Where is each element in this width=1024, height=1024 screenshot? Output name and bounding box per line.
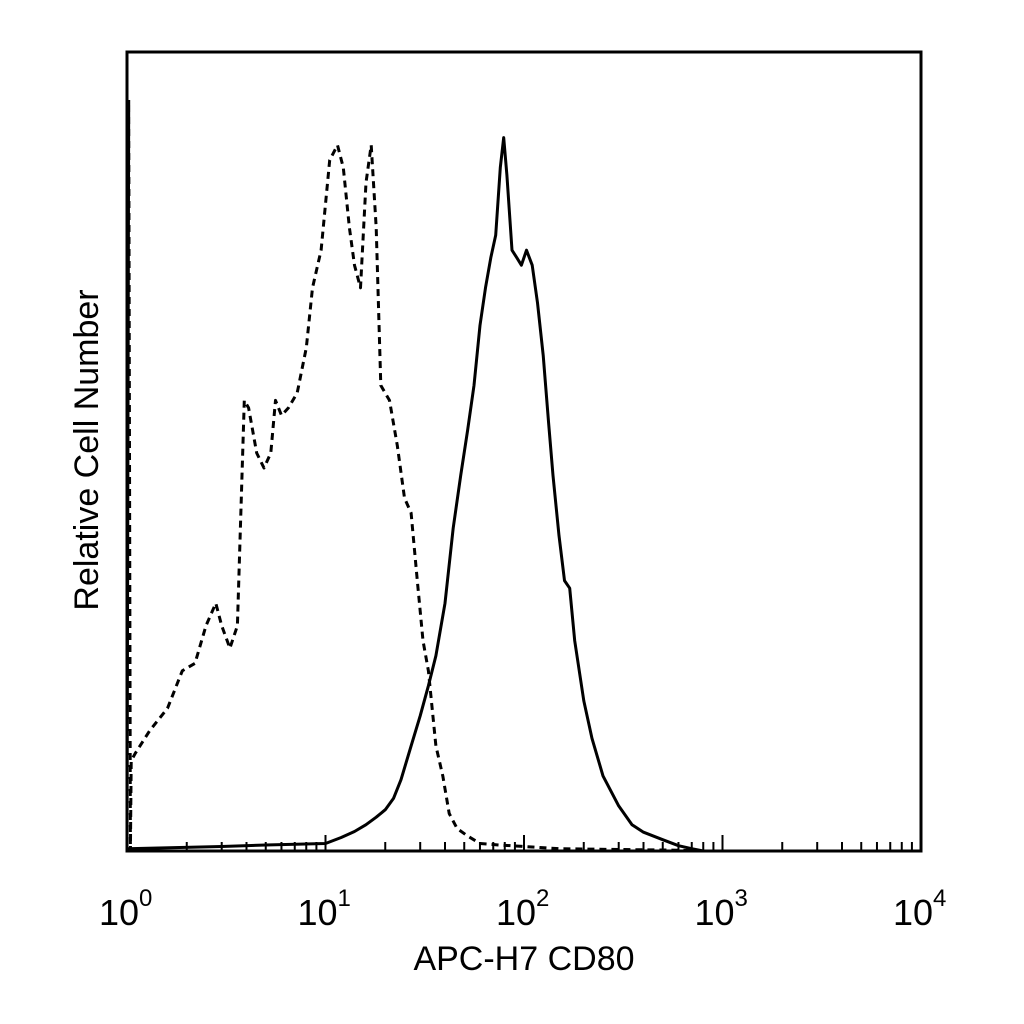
y-axis-title: Relative Cell Number — [68, 289, 106, 610]
x-tick-label: 10 — [496, 892, 536, 933]
x-tick-label: 10 — [893, 892, 933, 933]
x-tick-exponent: 4 — [933, 885, 946, 912]
x-tick-label: 10 — [694, 892, 734, 933]
x-axis-tick-labels: 10 0 10 1 10 2 10 3 10 4 — [99, 885, 946, 933]
x-tick-label: 10 — [99, 892, 139, 933]
x-tick-label: 10 — [297, 892, 337, 933]
series-line-dashed — [125, 98, 704, 853]
x-tick-exponent: 0 — [139, 885, 152, 912]
x-tick-exponent: 1 — [338, 885, 351, 912]
x-tick-exponent: 2 — [536, 885, 549, 912]
x-axis-title: APC-H7 CD80 — [413, 940, 634, 978]
series-line-solid — [126, 136, 704, 853]
x-tick-exponent: 3 — [735, 885, 748, 912]
series-layer — [125, 98, 704, 853]
plot-frame — [125, 50, 923, 853]
